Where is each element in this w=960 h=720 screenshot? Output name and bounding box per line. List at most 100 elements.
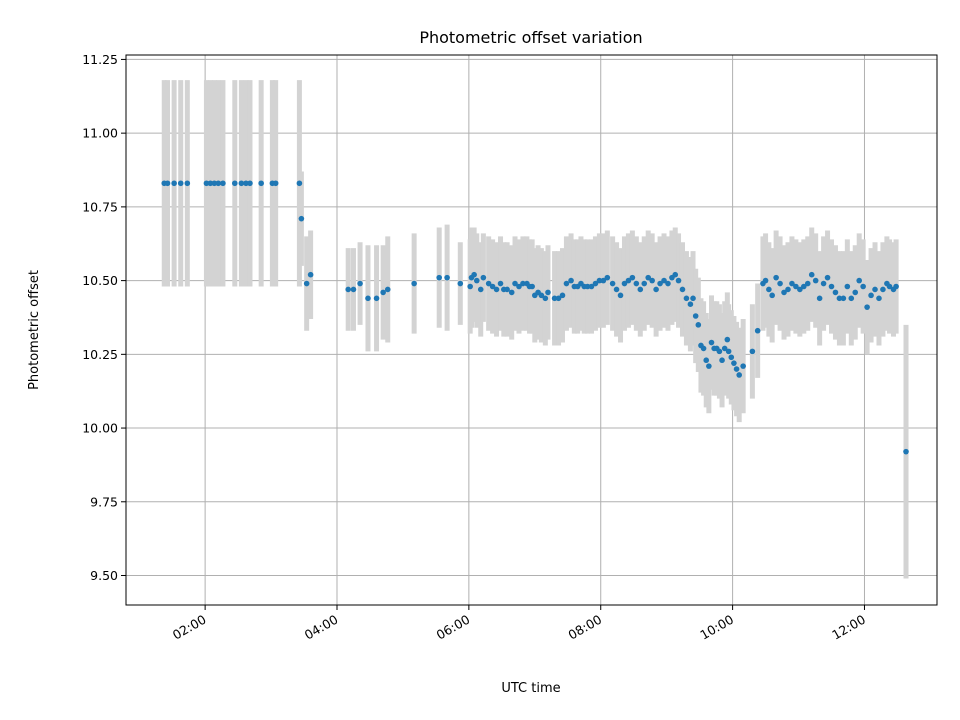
data-point: [298, 215, 305, 222]
data-point: [683, 295, 690, 302]
data-point: [617, 292, 624, 299]
data-point: [808, 271, 815, 278]
data-point: [672, 271, 679, 278]
data-point: [777, 280, 783, 287]
x-tick-label: 08:00: [566, 612, 605, 643]
data-point: [184, 180, 191, 187]
y-tick-label: 11.25: [82, 52, 118, 67]
data-point: [785, 286, 791, 293]
data-point: [625, 277, 632, 284]
y-tick-label: 10.50: [82, 273, 118, 288]
y-tick-label: 10.75: [82, 199, 118, 214]
data-point: [661, 277, 667, 284]
data-point: [848, 295, 855, 302]
data-point: [773, 274, 779, 281]
data-point: [516, 283, 522, 290]
data-point: [520, 280, 526, 287]
data-point: [457, 280, 464, 287]
data-point: [692, 313, 699, 319]
data-point: [731, 360, 737, 366]
data-point: [588, 283, 595, 290]
data-point: [373, 295, 380, 302]
error-bars: [161, 80, 909, 579]
data-point: [690, 295, 696, 302]
data-point: [542, 295, 549, 302]
data-point: [852, 289, 859, 296]
data-point: [258, 180, 264, 187]
data-point: [789, 280, 795, 287]
data-point: [872, 286, 878, 293]
data-point: [473, 277, 480, 284]
data-point: [687, 301, 694, 307]
data-point: [868, 292, 874, 299]
data-point: [384, 286, 391, 293]
data-point: [781, 289, 787, 296]
data-point: [220, 180, 226, 187]
data-point: [207, 180, 214, 187]
data-points: [161, 180, 909, 455]
data-point: [357, 280, 363, 287]
data-point: [211, 180, 218, 187]
data-point: [754, 327, 761, 334]
data-point: [793, 283, 799, 290]
data-point: [649, 277, 655, 284]
data-point: [740, 363, 746, 369]
data-point: [600, 277, 607, 284]
chart-title: Photometric offset variation: [419, 28, 642, 47]
y-tick-label: 10.00: [82, 421, 118, 436]
data-point: [493, 286, 500, 293]
data-point: [860, 283, 866, 290]
x-tick-label: 12:00: [829, 612, 868, 643]
data-point: [559, 292, 566, 299]
x-axis-label: UTC time: [501, 681, 560, 696]
data-point: [613, 286, 620, 293]
data-point: [844, 283, 851, 290]
data-point: [303, 280, 310, 287]
data-point: [728, 354, 735, 361]
data-point: [804, 280, 811, 287]
data-point: [719, 357, 725, 364]
data-point: [762, 277, 769, 284]
data-point: [296, 180, 303, 187]
data-point: [529, 283, 535, 290]
data-point: [497, 280, 504, 287]
data-point: [657, 280, 663, 287]
data-point: [724, 336, 731, 343]
data-point: [508, 289, 515, 296]
data-point: [171, 180, 177, 187]
data-point: [568, 277, 574, 284]
data-point: [231, 180, 238, 187]
data-point: [675, 277, 682, 284]
data-point: [708, 339, 715, 346]
data-point: [215, 180, 222, 187]
data-point: [203, 180, 210, 187]
x-tick-label: 10:00: [697, 612, 736, 643]
y-axis-label: Photometric offset: [27, 270, 42, 390]
data-point: [633, 280, 640, 287]
data-point: [272, 180, 279, 187]
data-point: [721, 345, 728, 352]
data-point: [886, 283, 893, 290]
data-point: [801, 283, 807, 290]
data-point: [467, 283, 473, 290]
data-point: [903, 448, 909, 455]
data-point: [177, 180, 184, 187]
y-tick-label: 10.25: [82, 347, 118, 362]
data-point: [471, 271, 477, 278]
data-point: [706, 363, 712, 369]
data-point: [645, 274, 652, 281]
data-point: [584, 283, 591, 290]
data-point: [736, 372, 742, 378]
data-point: [665, 280, 671, 287]
data-point: [641, 280, 648, 287]
data-point: [703, 357, 710, 364]
data-point: [816, 295, 823, 302]
y-tick-label: 9.50: [90, 568, 118, 583]
data-point: [832, 289, 839, 296]
data-point: [824, 274, 831, 281]
data-point: [504, 286, 510, 293]
data-point: [653, 286, 659, 293]
x-tick-label: 04:00: [302, 612, 341, 643]
data-point: [538, 292, 545, 299]
